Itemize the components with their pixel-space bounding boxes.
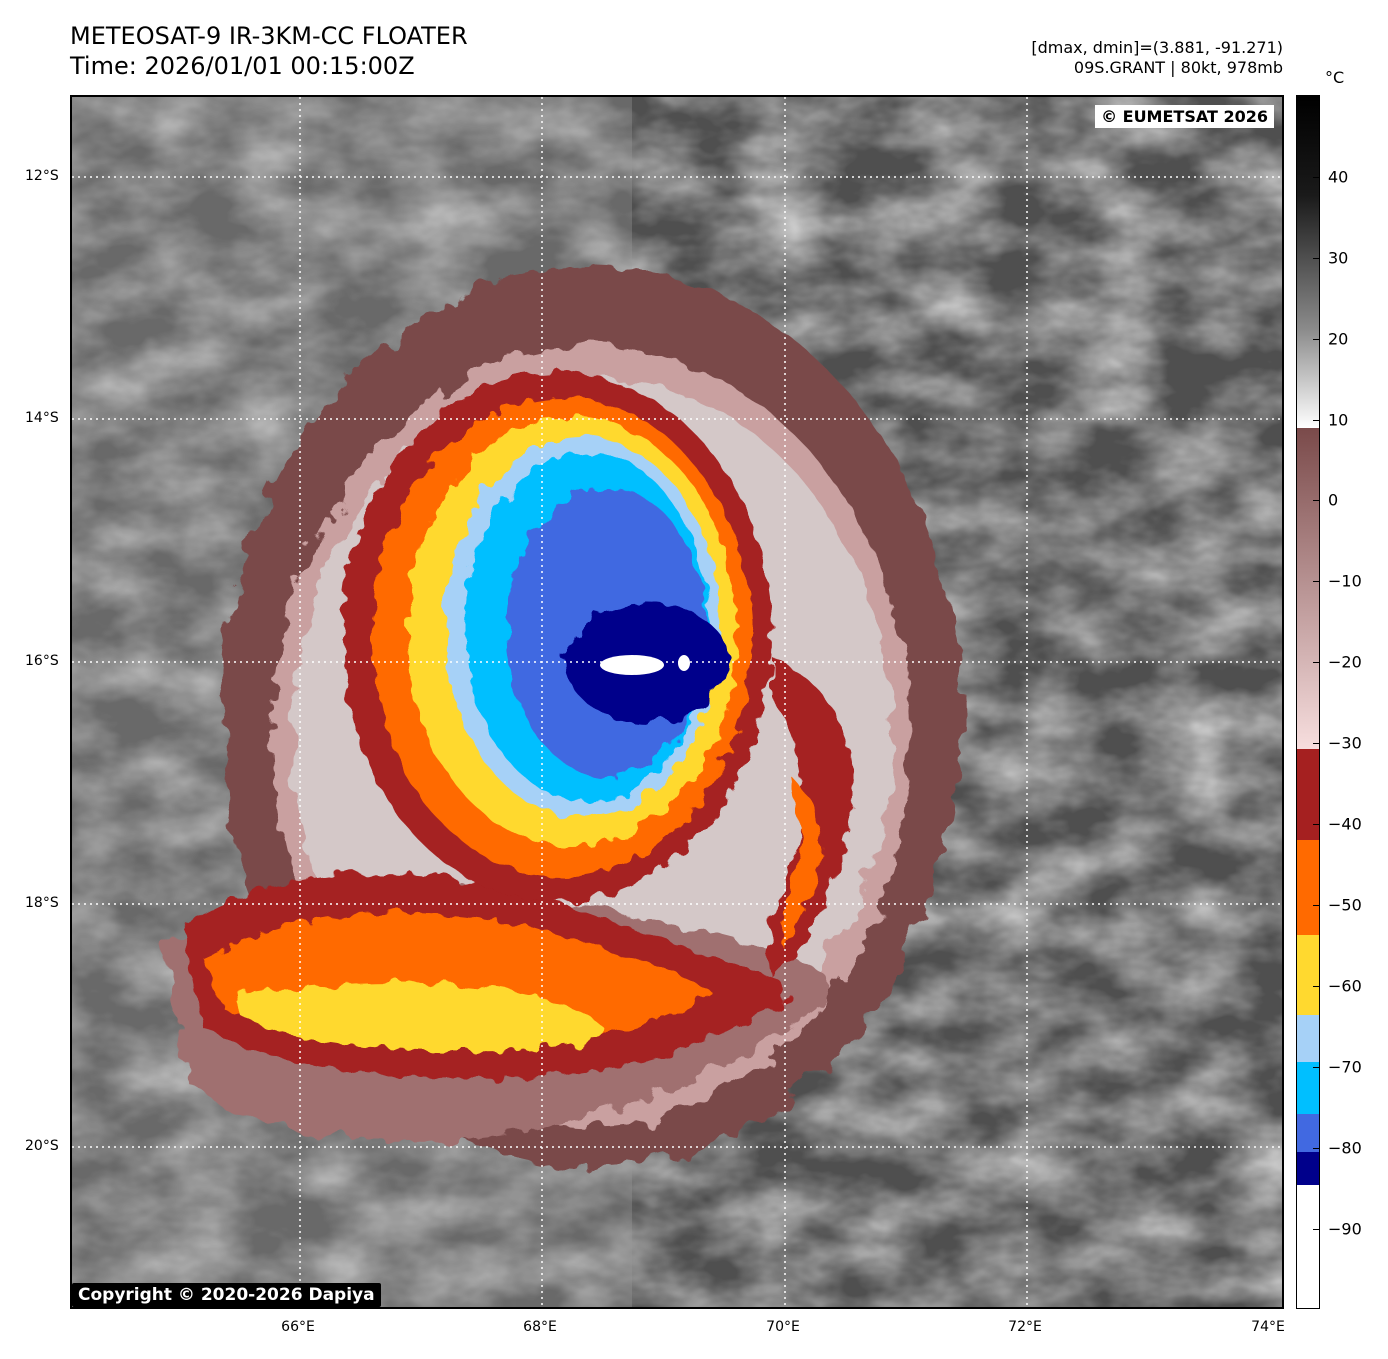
central-dense-overcast [342,372,772,902]
lon-label-70e: 70°E [766,1319,800,1335]
dapiya-copyright: Copyright © 2020-2026 Dapiya [72,1283,381,1307]
colorbar-tick-40: 40 [1328,167,1349,187]
colorbar-tick-minus10: −10 [1328,571,1362,591]
colorbar-tick-30: 30 [1328,248,1349,268]
lon-label-74e: 74°E [1251,1319,1285,1335]
product-title: METEOSAT-9 IR-3KM-CC FLOATER [70,22,468,50]
lat-label-14s: 14°S [25,410,59,426]
colorbar-tick-minus90: −90 [1328,1219,1362,1239]
timestamp: Time: 2026/01/01 00:15:00Z [70,52,415,80]
lat-label-18s: 18°S [25,895,59,911]
lat-label-16s: 16°S [25,653,59,669]
colorbar-tick-minus20: −20 [1328,652,1362,672]
colorbar-tick-0: 0 [1328,490,1339,510]
spiral-band [182,657,853,1079]
colorbar-tick-20: 20 [1328,329,1349,349]
lon-label-68e: 68°E [523,1319,557,1335]
colorbar-tick-minus80: −80 [1328,1138,1362,1158]
colorbar-tick-minus30: −30 [1328,733,1362,753]
colorbar-tick-minus40: −40 [1328,814,1362,834]
colorbar-tick-minus50: −50 [1328,895,1362,915]
storm-info: 09S.GRANT | 80kt, 978mb [1073,58,1283,77]
graticule [72,97,1282,1307]
colorbar-gradient [1297,96,1319,1308]
temperature-colorbar [1296,95,1320,1309]
colorbar-tick-minus70: −70 [1328,1057,1362,1077]
colorbar-tick-minus60: −60 [1328,976,1362,996]
satellite-imagery [72,97,1282,1307]
lat-label-20s: 20°S [25,1138,59,1154]
dmax-dmin-readout: [dmax, dmin]=(3.881, -91.271) [1031,38,1283,57]
lon-label-66e: 66°E [281,1319,315,1335]
lat-label-12s: 12°S [25,168,59,184]
lon-label-72e: 72°E [1008,1319,1042,1335]
colorbar-tick-10: 10 [1328,410,1349,430]
colorbar-unit: °C [1325,68,1345,87]
satellite-map[interactable]: © EUMETSAT 2026 Copyright © 2020-2026 Da… [70,95,1284,1309]
eumetsat-watermark: © EUMETSAT 2026 [1095,105,1274,128]
overshooting-tops [600,655,690,675]
